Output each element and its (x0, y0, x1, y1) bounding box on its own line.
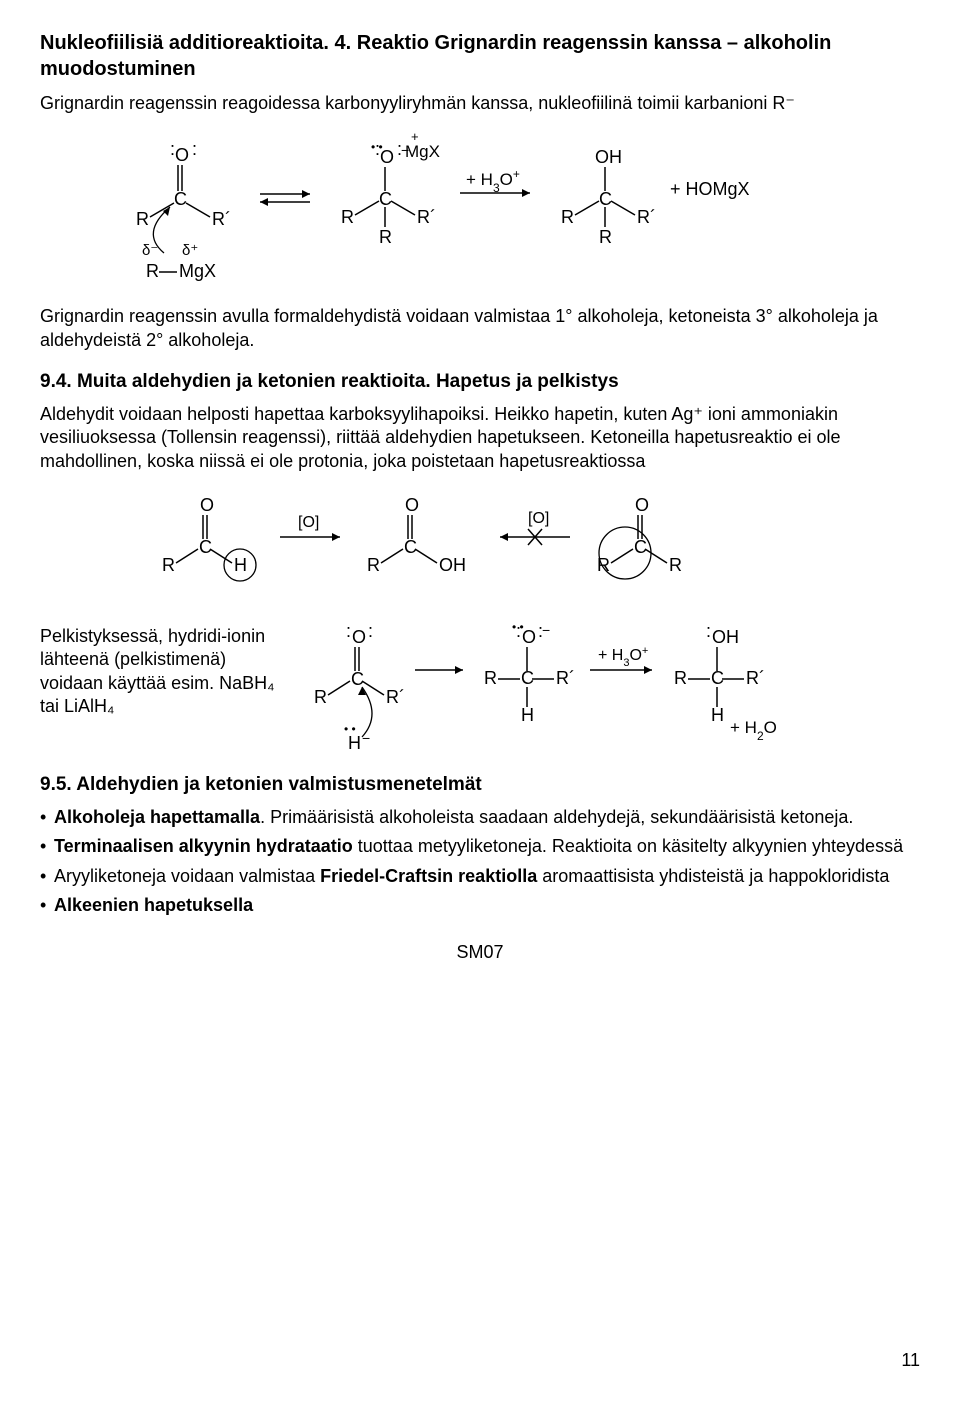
svg-text:R´: R´ (212, 209, 231, 229)
svg-text:C: C (711, 668, 724, 688)
svg-text:O: O (200, 495, 214, 515)
svg-text:H: H (711, 705, 724, 725)
page-title: Nukleofiilisiä additioreaktioita. 4. Rea… (40, 30, 920, 82)
svg-text:OH: OH (439, 555, 466, 575)
svg-text:H: H (348, 733, 361, 753)
svg-text:δ⁻: δ⁻ (142, 242, 158, 259)
svg-text:δ⁺: δ⁺ (182, 242, 198, 259)
svg-text:O: O (635, 495, 649, 515)
sec94-para: Aldehydit voidaan helposti hapettaa karb… (40, 403, 920, 473)
svg-text:MgX: MgX (179, 261, 216, 281)
svg-text:R´: R´ (556, 668, 575, 688)
svg-text:C: C (351, 669, 364, 689)
svg-text:R: R (367, 555, 380, 575)
svg-text::: : (192, 139, 197, 159)
svg-text:C: C (174, 189, 187, 209)
methods-list: Alkoholeja hapettamalla. Primäärisistä a… (40, 806, 920, 918)
svg-text:C: C (521, 668, 534, 688)
list-item: Alkeenien hapetuksella (40, 894, 920, 917)
svg-text:R: R (674, 668, 687, 688)
sec95-title: 9.5. Aldehydien ja ketonien valmistusmen… (40, 773, 920, 798)
svg-text:OH: OH (712, 627, 739, 647)
footer-label: SM07 (40, 941, 920, 964)
svg-text:R: R (561, 207, 574, 227)
svg-text:[O]: [O] (528, 510, 549, 527)
svg-text:+ H3O+: + H3O+ (598, 645, 648, 669)
svg-text:R: R (314, 687, 327, 707)
grignard-note: Grignardin reagenssin avulla formaldehyd… (40, 305, 920, 352)
scheme-reduction: : O : C R R´ • • H − • • : O : (300, 615, 860, 755)
list-item: Alkoholeja hapettamalla. Primäärisistä a… (40, 806, 920, 829)
svg-text:R: R (484, 668, 497, 688)
svg-text:+ H2O: + H2O (730, 718, 777, 743)
svg-text:R: R (379, 227, 392, 247)
svg-text:C: C (599, 189, 612, 209)
svg-text::: : (706, 621, 711, 641)
list-item: Terminaalisen alkyynin hydrataatio tuott… (40, 835, 920, 858)
svg-text:R´: R´ (746, 668, 765, 688)
svg-text:R´: R´ (417, 207, 436, 227)
sec94-title: 9.4. Muita aldehydien ja ketonien reakti… (40, 370, 920, 395)
intro-para: Grignardin reagenssin reagoidessa karbon… (40, 92, 920, 115)
svg-text:O: O (352, 627, 366, 647)
svg-text::: : (368, 621, 373, 641)
svg-text:R: R (146, 261, 159, 281)
svg-text:−: − (542, 622, 550, 638)
svg-text:H: H (234, 555, 247, 575)
svg-text:O: O (405, 495, 419, 515)
svg-text:R: R (162, 555, 175, 575)
svg-text:R: R (599, 227, 612, 247)
svg-text:C: C (199, 537, 212, 557)
scheme-grignard: : O : C R R´ δ⁻ δ⁺ R MgX • • : O : − + M… (100, 123, 860, 293)
plus-homgx: + HOMgX (670, 179, 750, 199)
svg-text:MgX: MgX (405, 142, 440, 161)
svg-text:R: R (341, 207, 354, 227)
svg-text:O: O (522, 627, 536, 647)
svg-text:R: R (136, 209, 149, 229)
svg-text:O: O (380, 147, 394, 167)
svg-text::: : (346, 621, 351, 641)
scheme-oxidation: O C R H [O] O C R OH [O] O C (130, 481, 830, 601)
list-item: Aryyliketoneja voidaan valmistaa Friedel… (40, 865, 920, 888)
svg-text:R´: R´ (386, 687, 405, 707)
reduction-para: Pelkistyksessä, hydridi-ionin lähteenä (… (40, 625, 280, 719)
svg-text:C: C (379, 189, 392, 209)
svg-text:+ H3O+: + H3O+ (466, 167, 520, 195)
svg-text:C: C (634, 537, 647, 557)
svg-text:[O]: [O] (298, 514, 319, 531)
svg-text:OH: OH (595, 147, 622, 167)
svg-text:R: R (669, 555, 682, 575)
svg-text::: : (516, 621, 521, 641)
svg-text:C: C (404, 537, 417, 557)
svg-text:R´: R´ (637, 207, 656, 227)
svg-text:H: H (521, 705, 534, 725)
svg-text:O: O (175, 145, 189, 165)
page-number: 11 (901, 1349, 920, 1372)
